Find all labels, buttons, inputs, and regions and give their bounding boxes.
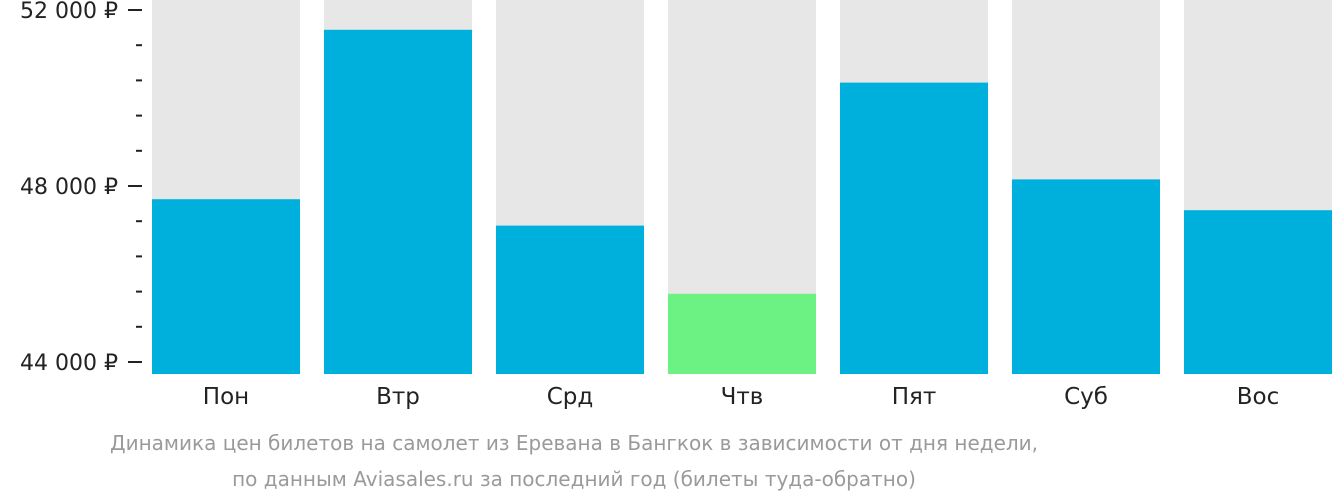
y-tick-label: 52 000 ₽	[20, 0, 118, 24]
x-tick-label: Срд	[547, 384, 594, 410]
x-tick-label: Суб	[1064, 384, 1108, 410]
bar-lowest	[668, 293, 816, 374]
y-tick-label: 48 000 ₽	[20, 175, 118, 200]
y-axis: 52 000 ₽ 48 000 ₽ 44 000 ₽	[20, 0, 142, 376]
x-axis: Пон Втр Срд Чтв Пят Суб Вос	[203, 384, 1279, 410]
x-tick-label: Пят	[892, 384, 937, 410]
x-tick-label: Вос	[1237, 384, 1280, 410]
bar-value	[152, 199, 300, 374]
bar-value	[840, 82, 988, 374]
price-by-weekday-chart: 52 000 ₽ 48 000 ₽ 44 000 ₽ Пон Втр Срд Чтв Пят…	[20, 0, 1332, 410]
chart-caption-line-1: Динамика цен билетов на самолет из Ерева…	[109, 431, 1039, 455]
bar-value	[496, 225, 644, 374]
bars	[152, 0, 1332, 375]
bar-value	[324, 29, 472, 375]
bar-value	[1184, 210, 1332, 374]
x-tick-label: Пон	[203, 384, 249, 410]
chart-caption-line-2: по данным Aviasales.ru за последний год …	[232, 467, 916, 491]
x-tick-label: Чтв	[721, 384, 764, 410]
x-tick-label: Втр	[376, 384, 420, 410]
bar-value	[1012, 179, 1160, 374]
y-tick-label: 44 000 ₽	[20, 351, 118, 376]
